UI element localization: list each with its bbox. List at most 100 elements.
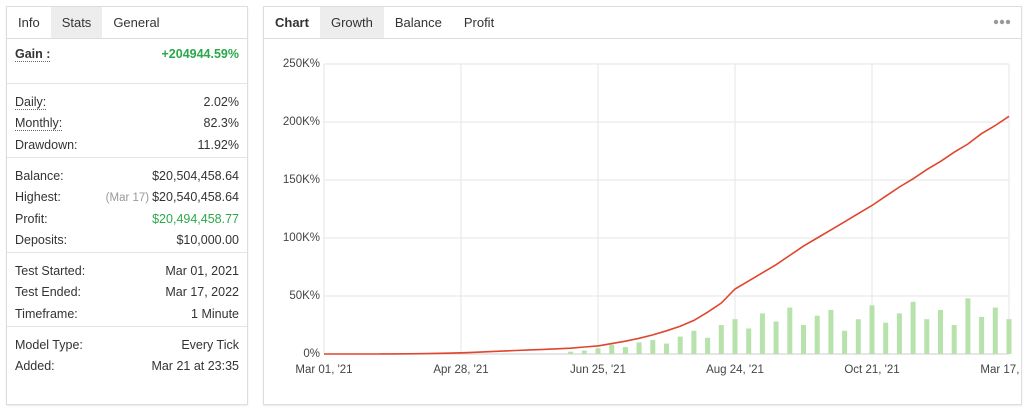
stat-value: +204944.59% [161, 47, 239, 61]
bar [938, 309, 943, 354]
stat-value-wrap: 11.92% [198, 138, 239, 152]
bar [677, 336, 683, 354]
stat-label: Gain : [15, 47, 51, 62]
stat-value: 1 Minute [191, 306, 239, 321]
chart-panel: Chart Growth Balance Profit 0% 50K% 100K% 150K… [263, 6, 1022, 405]
bar [855, 319, 861, 354]
stat-row: Monthly: 82.3% [15, 116, 239, 132]
stat-row: Gain : +204944.59% [15, 47, 239, 62]
bar [773, 321, 779, 354]
y-tick-label: 150K% [283, 174, 320, 186]
bar [581, 350, 587, 354]
bar [842, 330, 848, 354]
tab[interactable]: Balance [383, 7, 453, 38]
tab[interactable]: Growth [319, 7, 384, 38]
stat-row: Balance: $20,504,458.64 [15, 169, 239, 183]
stat-value: Mar 21 at 23:35 [151, 359, 239, 374]
stat-value: $20,494,458.77 [152, 211, 239, 226]
tab[interactable]: Profit [452, 7, 506, 38]
stat-value: 82.3% [203, 116, 239, 131]
bar [622, 347, 628, 354]
bar [828, 309, 834, 354]
bar [705, 337, 711, 354]
x-tick-label: Apr 28, '21 [433, 364, 488, 376]
stat-value: $10,000.00 [176, 232, 239, 247]
stat-row: Daily: 2.02% [15, 95, 239, 110]
y-tick-label: 100K% [283, 232, 320, 244]
stat-value-wrap: $10,000.00 [176, 233, 239, 247]
bar [718, 325, 724, 354]
stat-label: Timeframe: [15, 306, 78, 321]
separator [7, 83, 247, 84]
bar [869, 305, 875, 354]
bar [1006, 319, 1012, 354]
stat-label: Highest: [15, 190, 61, 205]
stat-value-wrap: Mar 17, 2022 [165, 285, 239, 299]
chart-tabs: Chart Growth Balance Profit [264, 7, 1021, 39]
stat-value: Mar 01, 2021 [165, 264, 239, 279]
stat-label: Test Ended: [15, 285, 82, 300]
bar [732, 319, 738, 354]
bar [664, 343, 669, 354]
stat-value-wrap: 1 Minute [191, 307, 239, 321]
y-tick-label: 200K% [283, 116, 320, 128]
bar [636, 342, 642, 354]
stat-row: Drawdown: 11.92% [15, 138, 239, 152]
stat-row: Test Started: Mar 01, 2021 [15, 264, 239, 278]
bar [650, 340, 656, 354]
stat-value: Mar 17, 2022 [165, 285, 239, 300]
y-tick-label: 0% [303, 348, 320, 360]
stat-label: Drawdown: [15, 137, 78, 152]
stats-tabs: Info Stats General [7, 7, 247, 39]
stat-label: Profit: [15, 211, 48, 226]
bar [691, 330, 697, 354]
stat-row: Deposits: $10,000.00 [15, 233, 239, 247]
x-tick-label: Mar 01, '21 [295, 364, 352, 376]
stat-value-wrap: 2.02% [204, 95, 239, 110]
x-tick-label: Aug 24, '21 [706, 364, 764, 376]
bar [746, 328, 752, 354]
x-tick-label: Jun 25, '21 [570, 364, 626, 376]
stat-label: Test Started: [15, 264, 86, 279]
stat-value-wrap: $20,504,458.64 [152, 169, 239, 183]
separator [7, 326, 247, 327]
stat-note: (Mar 17) [105, 192, 150, 205]
bar [896, 313, 902, 354]
separator [7, 156, 247, 158]
stat-label: Daily: [15, 95, 47, 110]
bar [883, 322, 889, 354]
stat-row: Timeframe: 1 Minute [15, 307, 239, 321]
stat-row: Model Type: Every Tick [15, 338, 239, 352]
menu-icon[interactable] [993, 18, 1011, 26]
stat-label: Model Type: [15, 338, 83, 352]
tab[interactable]: Chart [264, 7, 320, 38]
stat-label: Added: [15, 359, 55, 374]
bar [814, 315, 820, 354]
bar [924, 319, 930, 354]
stat-value: Every Tick [181, 338, 239, 352]
bar [910, 301, 916, 354]
stat-row: Profit: $20,494,458.77 [15, 212, 239, 226]
tab[interactable]: Info [7, 7, 51, 38]
stat-value-wrap: (Mar 17) $20,540,458.64 [106, 190, 239, 204]
bar [992, 307, 998, 354]
bar [965, 298, 971, 354]
tab[interactable]: Stats [50, 7, 103, 38]
bar [979, 316, 985, 354]
y-tick-label: 250K% [283, 58, 320, 70]
stat-label: Deposits: [15, 232, 68, 247]
stat-label: Balance: [15, 168, 64, 183]
stat-value-wrap: Mar 01, 2021 [165, 264, 239, 278]
stats-panel: Info Stats General Gain : +204944.59% Daily:… [6, 6, 248, 405]
tab[interactable]: General [102, 7, 171, 38]
x-tick-label: Oct 21, '21 [844, 364, 899, 376]
bar [568, 351, 574, 354]
stat-label: Monthly: [15, 116, 63, 132]
chart: 0% 50K% 100K% 150K% 200K% 250K% Mar 01, '21 Apr… [283, 58, 1021, 376]
bar [759, 313, 765, 354]
bar [609, 344, 615, 354]
stat-value: $20,504,458.64 [152, 168, 239, 183]
stat-value-wrap: $20,494,458.77 [152, 212, 239, 226]
bar [951, 325, 957, 354]
